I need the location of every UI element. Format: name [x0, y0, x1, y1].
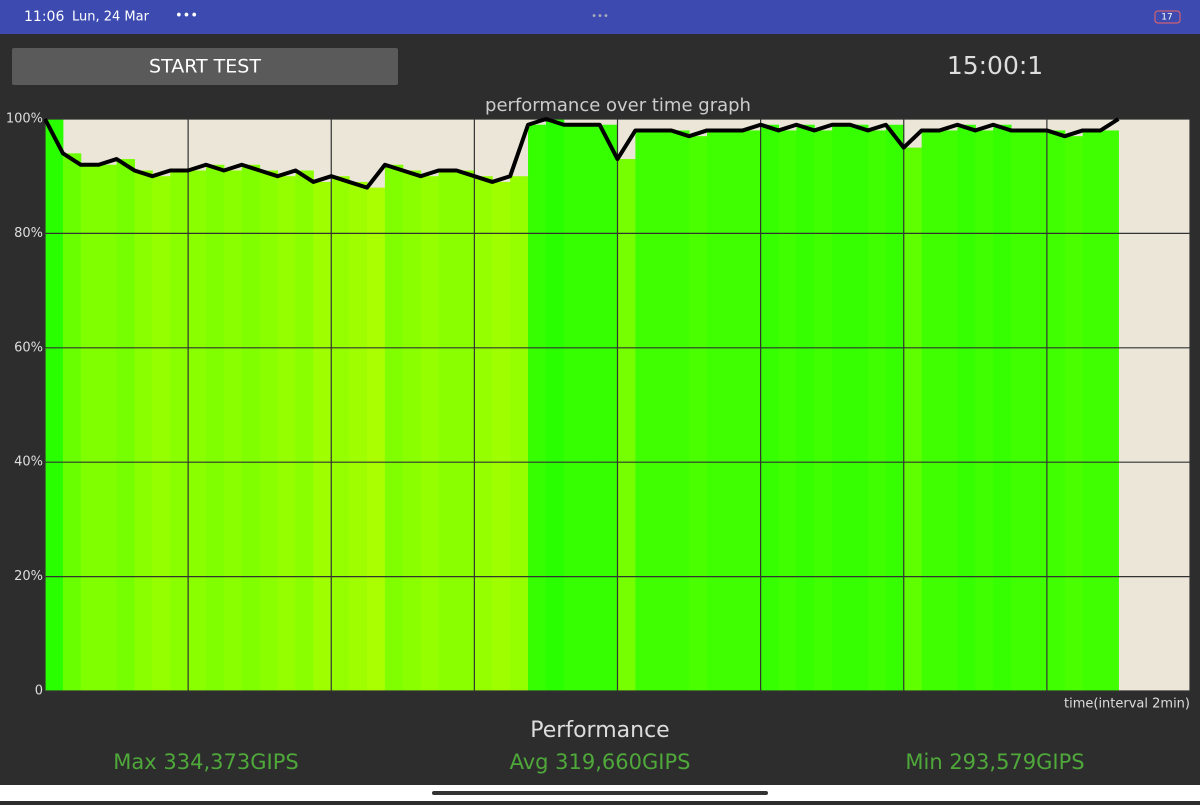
area-strip: [939, 130, 958, 691]
area-strip: [241, 164, 261, 691]
area-strip: [850, 124, 869, 692]
y-tick-label: 60%: [14, 340, 43, 355]
y-tick-label: 40%: [14, 455, 43, 470]
area-strip: [706, 130, 726, 691]
timer: 15:00:1: [947, 51, 1043, 80]
area-strip: [116, 159, 135, 692]
status-dots: •••: [175, 9, 198, 24]
area-strip: [384, 164, 404, 691]
min-stat: Min 293,579GIPS: [905, 750, 1084, 774]
start-button-label[interactable]: START TEST: [149, 56, 261, 78]
area-strip: [993, 124, 1012, 692]
area-strip: [760, 124, 780, 692]
start-button[interactable]: [12, 48, 398, 85]
area-strip: [259, 170, 279, 692]
area-strip: [188, 170, 207, 692]
area-strip: [635, 130, 654, 691]
y-tick-label: 80%: [14, 226, 43, 241]
area-strip: [170, 170, 189, 692]
area-strip: [420, 176, 440, 691]
y-tick-label: 0: [35, 684, 43, 699]
area-strip: [563, 124, 583, 692]
area-strip: [867, 130, 887, 691]
area-strip: [528, 124, 547, 692]
area-strip: [80, 164, 100, 691]
area-strip: [98, 164, 118, 691]
area-strip: [599, 124, 618, 692]
area-strip: [796, 124, 815, 692]
status-date: Lun, 24 Mar: [72, 10, 150, 25]
area-strip: [1064, 136, 1084, 691]
area-strip: [367, 187, 386, 691]
area-strip: [975, 130, 994, 691]
area-strip: [832, 124, 851, 692]
area-strip: [653, 130, 672, 691]
x-axis-label: time(interval 2min): [1064, 697, 1190, 712]
max-stat: Max 334,373GIPS: [113, 750, 298, 774]
home-indicator[interactable]: [432, 791, 768, 795]
area-strip: [152, 176, 171, 691]
area-strip: [313, 181, 332, 692]
status-bar: [0, 0, 1200, 34]
area-strip: [903, 147, 923, 692]
battery-icon: [1154, 10, 1181, 24]
area-strip: [957, 124, 976, 692]
area-strip: [1046, 130, 1066, 691]
area-strip: [492, 181, 511, 692]
area-strip: [402, 170, 422, 692]
area-strip: [814, 130, 833, 691]
area-strip: [581, 124, 601, 692]
area-strip: [510, 176, 529, 691]
area-strip: [1028, 130, 1048, 691]
area-strip: [134, 170, 153, 692]
area-strip: [885, 124, 905, 692]
area-strip: [778, 130, 797, 691]
area-strip: [1100, 130, 1119, 691]
status-time: 11:06: [24, 9, 64, 25]
avg-stat: Avg 319,660GIPS: [510, 750, 691, 774]
area-strip: [724, 130, 744, 691]
area-strip: [1011, 130, 1030, 691]
area-strip: [671, 130, 690, 691]
area-strip: [331, 176, 350, 691]
area-strip: [223, 170, 243, 692]
area-strip: [545, 119, 565, 691]
status-handle: •••: [591, 11, 609, 22]
area-strip: [1082, 130, 1102, 691]
area-strip: [474, 176, 493, 691]
area-strip: [206, 164, 225, 691]
area-strip: [689, 136, 708, 691]
area-strip: [295, 170, 314, 692]
battery-level: 17: [1161, 13, 1172, 23]
area-strip: [921, 130, 941, 691]
area-strip: [438, 170, 457, 692]
performance-line: [43, 117, 1120, 190]
area-strip: [456, 170, 475, 692]
area-strip: [45, 119, 64, 691]
y-tick-label: 100%: [6, 112, 43, 127]
area-strip: [62, 153, 82, 691]
area-strip: [277, 176, 296, 691]
area-strip: [742, 130, 762, 691]
y-tick-label: 20%: [14, 569, 43, 584]
summary-title: Performance: [530, 718, 669, 743]
area-strip: [617, 159, 636, 692]
chart-title: performance over time graph: [485, 95, 751, 116]
area-strip: [349, 181, 368, 692]
